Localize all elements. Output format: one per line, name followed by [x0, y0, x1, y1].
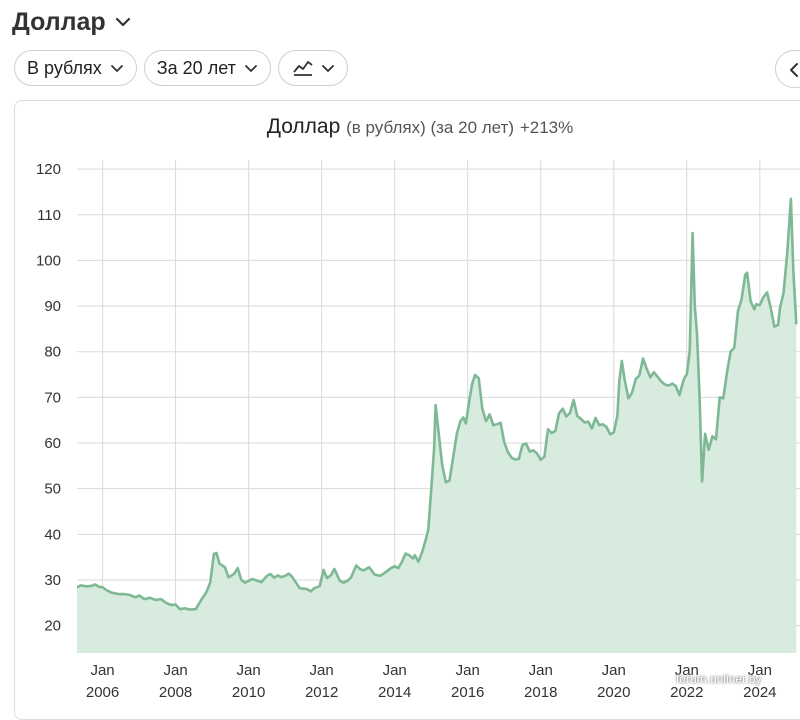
chevron-down-icon [110, 65, 123, 72]
filter-bar: В рублях За 20 лет [14, 50, 348, 86]
x-tick-year: 2022 [670, 684, 703, 701]
y-tick-label: 60 [44, 435, 61, 452]
x-tick-month: Jan [748, 662, 772, 679]
page-title: Доллар [12, 7, 106, 36]
x-tick-month: Jan [310, 662, 334, 679]
currency-filter-button[interactable]: В рублях [14, 50, 137, 86]
x-tick-month: Jan [163, 662, 187, 679]
y-tick-label: 50 [44, 481, 61, 498]
page-header[interactable]: Доллар [12, 4, 132, 40]
x-tick-year: 2024 [743, 684, 776, 701]
y-tick-label: 120 [36, 161, 61, 178]
price-chart: 20 30 40 50 60 70 80 90 100 110 120 Jan 2006 Jan 2008 J… [36, 160, 800, 701]
chevron-down-icon [321, 65, 334, 72]
currency-filter-label: В рублях [27, 57, 102, 78]
line-chart-icon [293, 61, 313, 76]
x-tick-month: Jan [602, 662, 626, 679]
chart-type-button[interactable] [277, 50, 348, 86]
x-tick-year: 2016 [451, 684, 484, 701]
y-tick-label: 100 [36, 252, 61, 269]
y-tick-label: 90 [44, 298, 61, 315]
x-tick-year: 2020 [597, 684, 630, 701]
x-tick-year: 2012 [305, 684, 338, 701]
y-tick-label: 70 [44, 389, 61, 406]
x-tick-month: Jan [456, 662, 480, 679]
x-tick-year: 2018 [524, 684, 557, 701]
period-filter-button[interactable]: За 20 лет [143, 50, 271, 86]
chevron-down-icon [244, 65, 257, 72]
x-tick-year: 2010 [232, 684, 265, 701]
x-tick-month: Jan [237, 662, 261, 679]
watermark: forum.onliner.by [676, 672, 762, 686]
y-tick-label: 80 [44, 344, 61, 361]
y-tick-label: 110 [37, 207, 61, 224]
period-filter-label: За 20 лет [156, 57, 236, 78]
y-tick-label: 40 [44, 526, 61, 543]
x-tick-year: 2014 [378, 684, 411, 701]
y-tick-label: 30 [44, 572, 61, 589]
x-tick-month: Jan [90, 662, 114, 679]
chevron-left-icon [790, 63, 798, 77]
series-line [77, 197, 798, 611]
chart-title-sub: (в рублях) (за 20 лет) [346, 118, 514, 137]
x-tick-month: Jan [383, 662, 407, 679]
y-tick-label: 20 [44, 618, 61, 635]
x-tick-year: 2006 [86, 684, 119, 701]
x-tick-month: Jan [529, 662, 553, 679]
x-tick-year: 2008 [159, 684, 192, 701]
chart-title-change: +213% [519, 118, 574, 137]
chevron-down-icon[interactable] [114, 13, 132, 31]
x-tick-month: Jan [675, 662, 699, 679]
chart-title: Доллар (в рублях) (за 20 лет) +213% [0, 115, 800, 139]
chart-title-main: Доллар [266, 115, 341, 138]
